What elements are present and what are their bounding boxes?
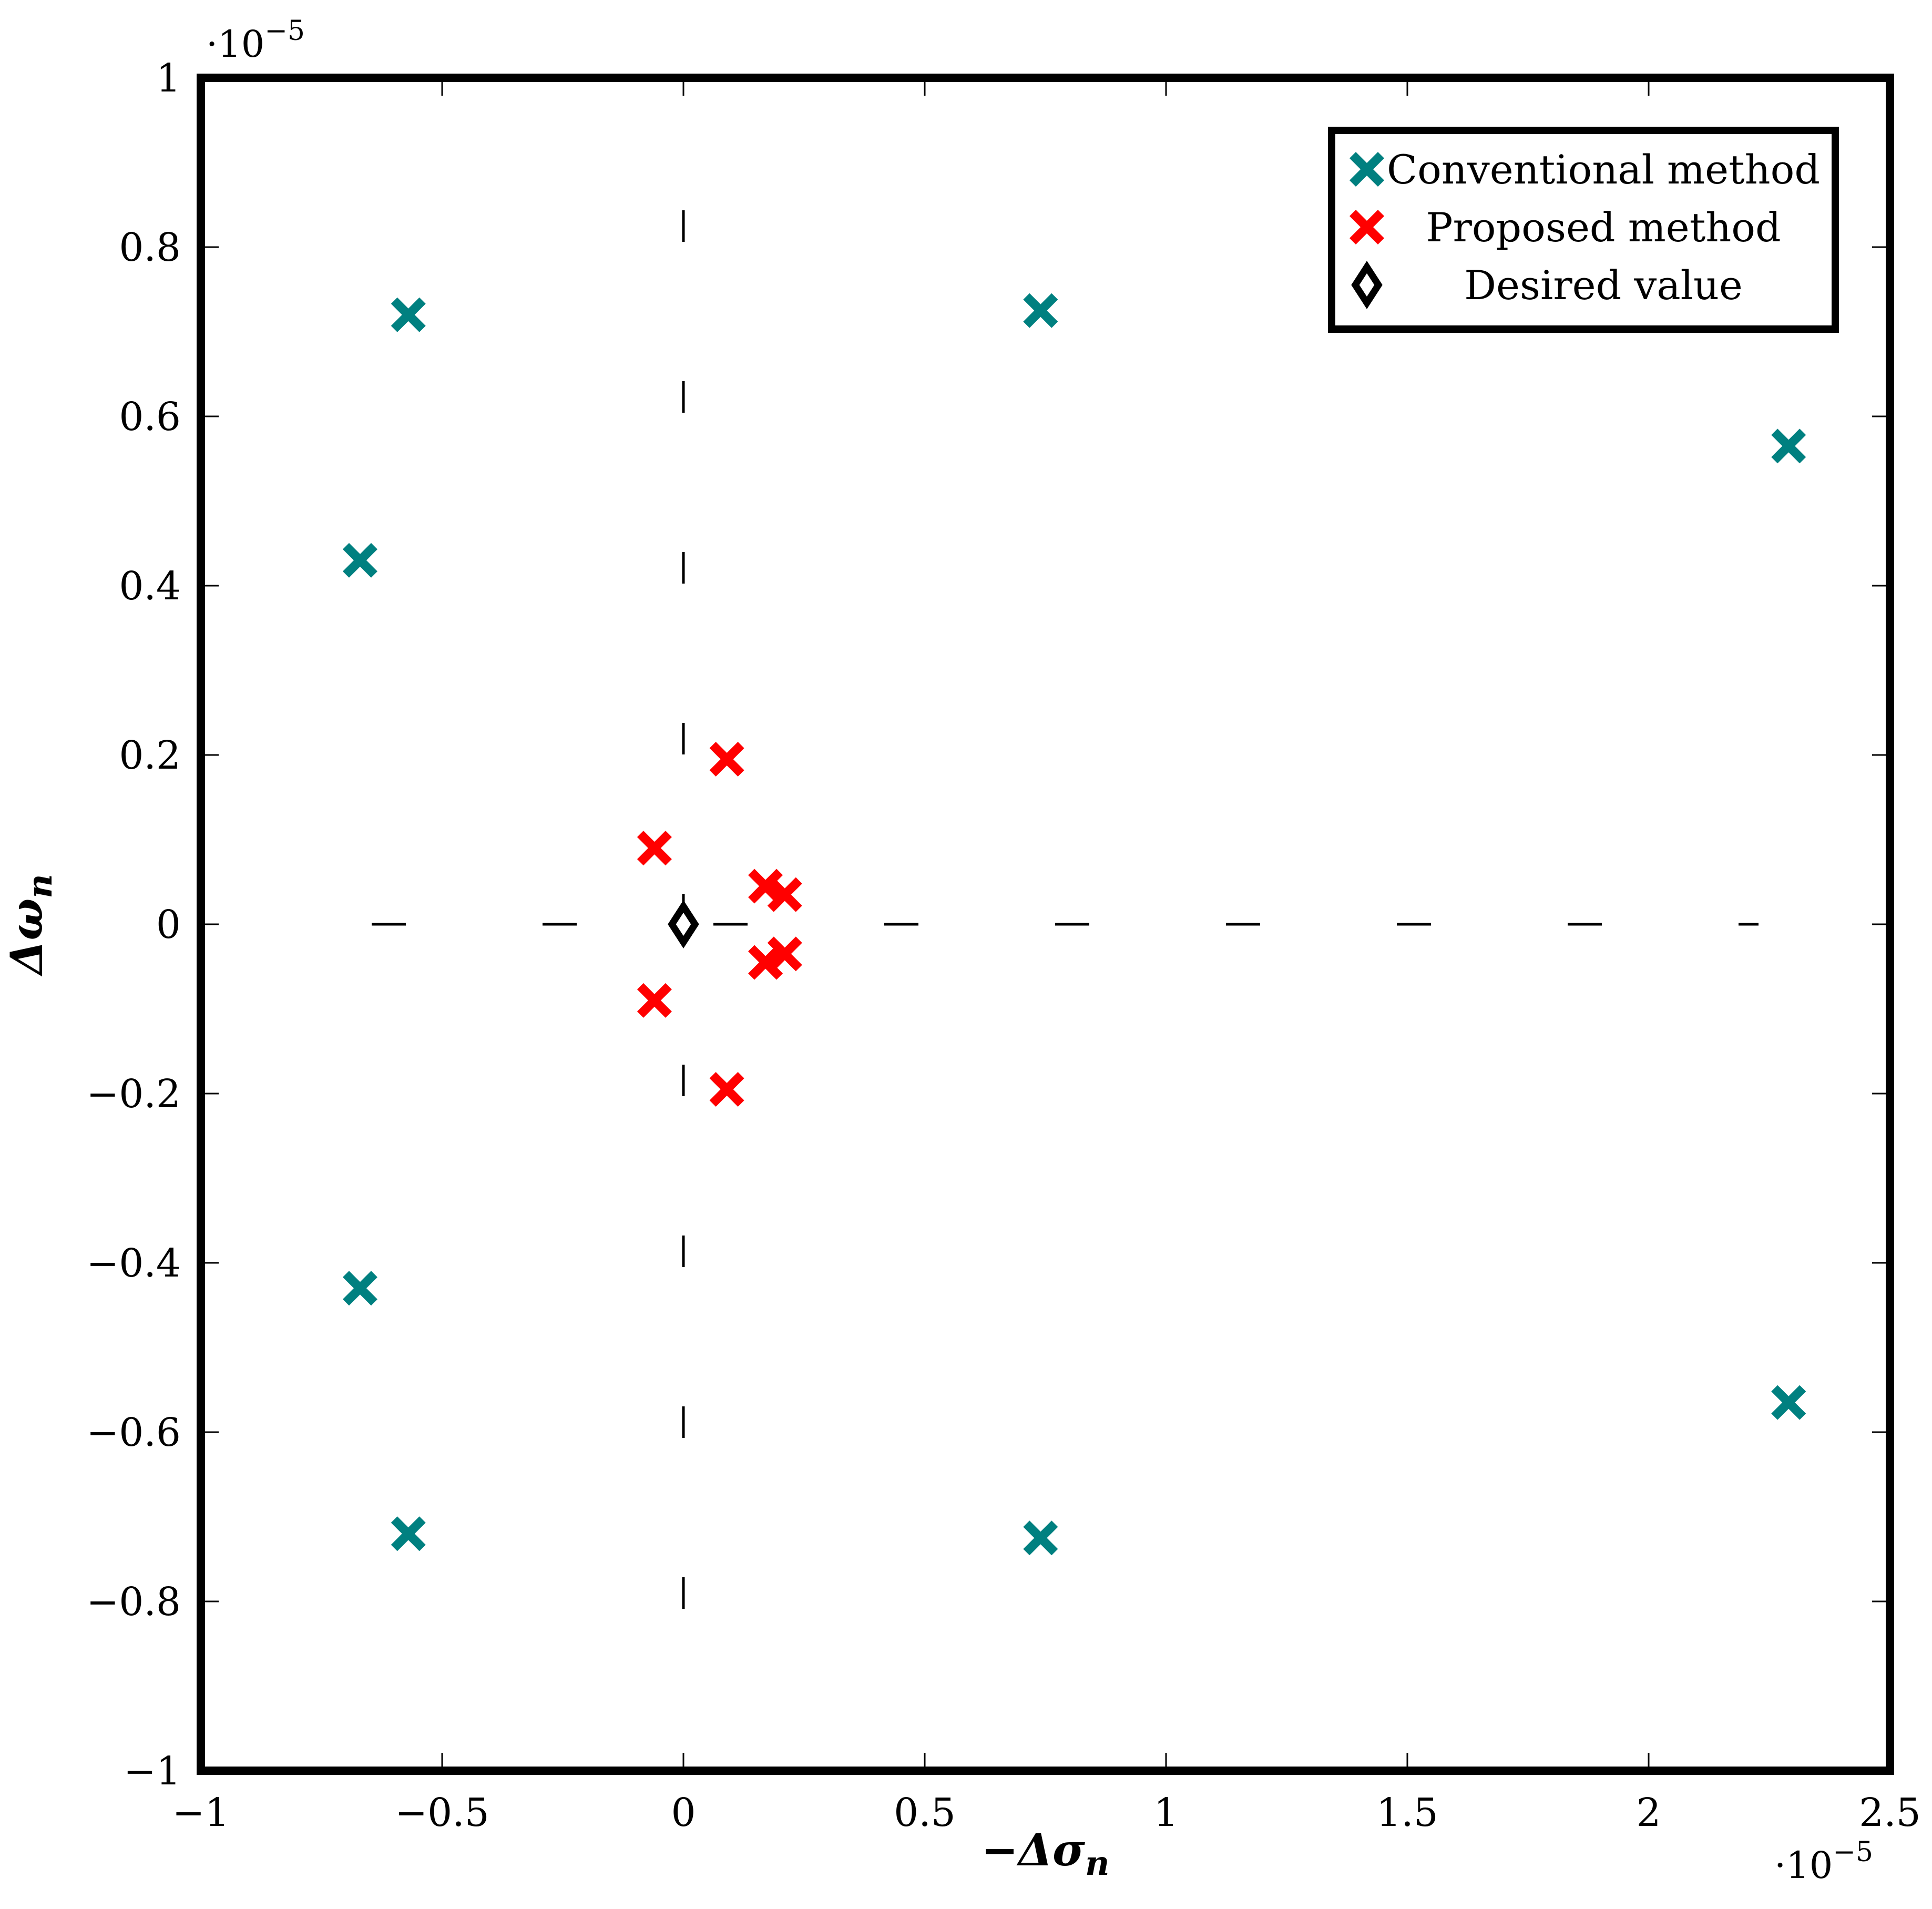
conventional-method-point xyxy=(342,543,377,578)
y-tick-label: −0.2 xyxy=(86,1071,181,1117)
proposed-method-point xyxy=(709,1071,744,1107)
x-axis-label: −Δσn xyxy=(981,1824,1109,1883)
legend-box xyxy=(1328,127,1839,333)
proposed-method-point xyxy=(767,936,802,972)
y-tick-label: 0.2 xyxy=(119,733,181,778)
conventional-method-point xyxy=(1023,293,1058,328)
x-tick-label: −1 xyxy=(172,1790,229,1835)
y-tick-label: −0.8 xyxy=(86,1579,181,1625)
y-tick-label: 0.6 xyxy=(119,394,181,440)
x-tick-label: −0.5 xyxy=(395,1790,489,1835)
conventional-method-point xyxy=(1771,428,1806,464)
desired-value-point xyxy=(668,900,699,948)
x-tick-label: 1 xyxy=(1153,1790,1178,1835)
proposed-method-point xyxy=(637,983,672,1018)
legend-marker-conventional-method xyxy=(1349,151,1385,187)
legend-items: Conventional method Proposed method Desire… xyxy=(1349,146,1820,309)
proposed-method-point xyxy=(767,877,802,912)
x-axis-multiplier: ·10−5 xyxy=(1774,1836,1873,1887)
x-tick-label: 1.5 xyxy=(1376,1790,1438,1835)
proposed-method-point xyxy=(748,869,783,904)
reference-lines xyxy=(372,210,1759,1702)
x-tick-label: 0.5 xyxy=(894,1790,956,1835)
legend-marker-desired-value xyxy=(1351,261,1383,309)
conventional-method-point xyxy=(391,297,426,332)
y-tick-label: −1 xyxy=(124,1749,181,1794)
data-points xyxy=(342,293,1806,1556)
tick-labels: −1 −0.5 0 0.5 1 1.5 2 2.5 −1 −0.8 −0.6 −0.4 −0.2 0 0.2… xyxy=(86,56,1921,1835)
plot-frame xyxy=(197,74,1894,1775)
conventional-method-point xyxy=(391,1516,426,1551)
y-tick-label: 0 xyxy=(156,902,181,947)
proposed-method-point xyxy=(637,831,672,866)
y-tick-label: 1 xyxy=(156,56,181,101)
y-axis-label: Δωn xyxy=(1,874,60,977)
y-tick-label: −0.6 xyxy=(86,1410,181,1455)
y-tick-label: 0.4 xyxy=(119,564,181,609)
x-tick-label: 2.5 xyxy=(1859,1790,1921,1835)
proposed-method-point xyxy=(748,945,783,980)
y-axis-multiplier: ·10−5 xyxy=(206,15,305,66)
y-tick-label: −0.4 xyxy=(86,1241,181,1286)
proposed-method-point xyxy=(709,742,744,777)
legend-marker-proposed-method xyxy=(1349,209,1385,245)
conventional-method-point xyxy=(342,1271,377,1306)
legend-label-conventional-method: Conventional method xyxy=(1387,146,1820,193)
y-tick-label: 0.8 xyxy=(119,225,181,270)
conventional-method-point xyxy=(1023,1520,1058,1556)
legend-label-desired-value: Desired value xyxy=(1464,262,1743,309)
legend-label-proposed-method: Proposed method xyxy=(1426,204,1781,251)
x-tick-label: 2 xyxy=(1636,1790,1661,1835)
legend: Conventional method Proposed method Desire… xyxy=(1328,127,1839,333)
x-tick-label: 0 xyxy=(671,1790,696,1835)
conventional-method-point xyxy=(1771,1385,1806,1420)
